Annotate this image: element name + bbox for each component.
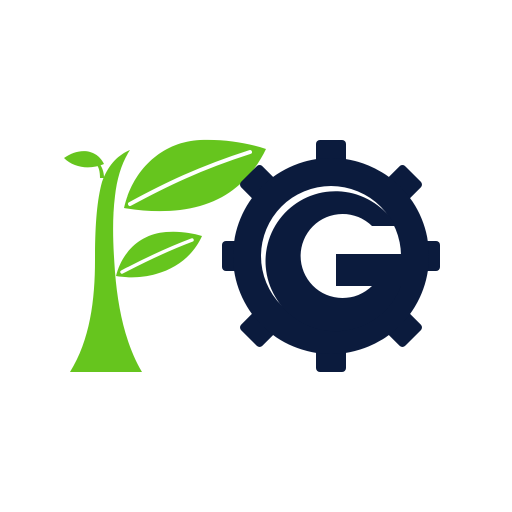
sprout-stem (70, 150, 142, 372)
sprout-large-leaf-icon (124, 139, 266, 212)
letter-g-mark (265, 191, 401, 332)
letter-g-bar (336, 254, 401, 286)
large-leaf-vein (128, 150, 252, 206)
sprout-bud-stalk (96, 162, 104, 178)
sprout-f-icon (64, 139, 266, 372)
small-leaf-vein (120, 238, 194, 274)
sprout-bud-leaf-icon (64, 151, 104, 168)
letter-g-bowl (265, 191, 401, 332)
